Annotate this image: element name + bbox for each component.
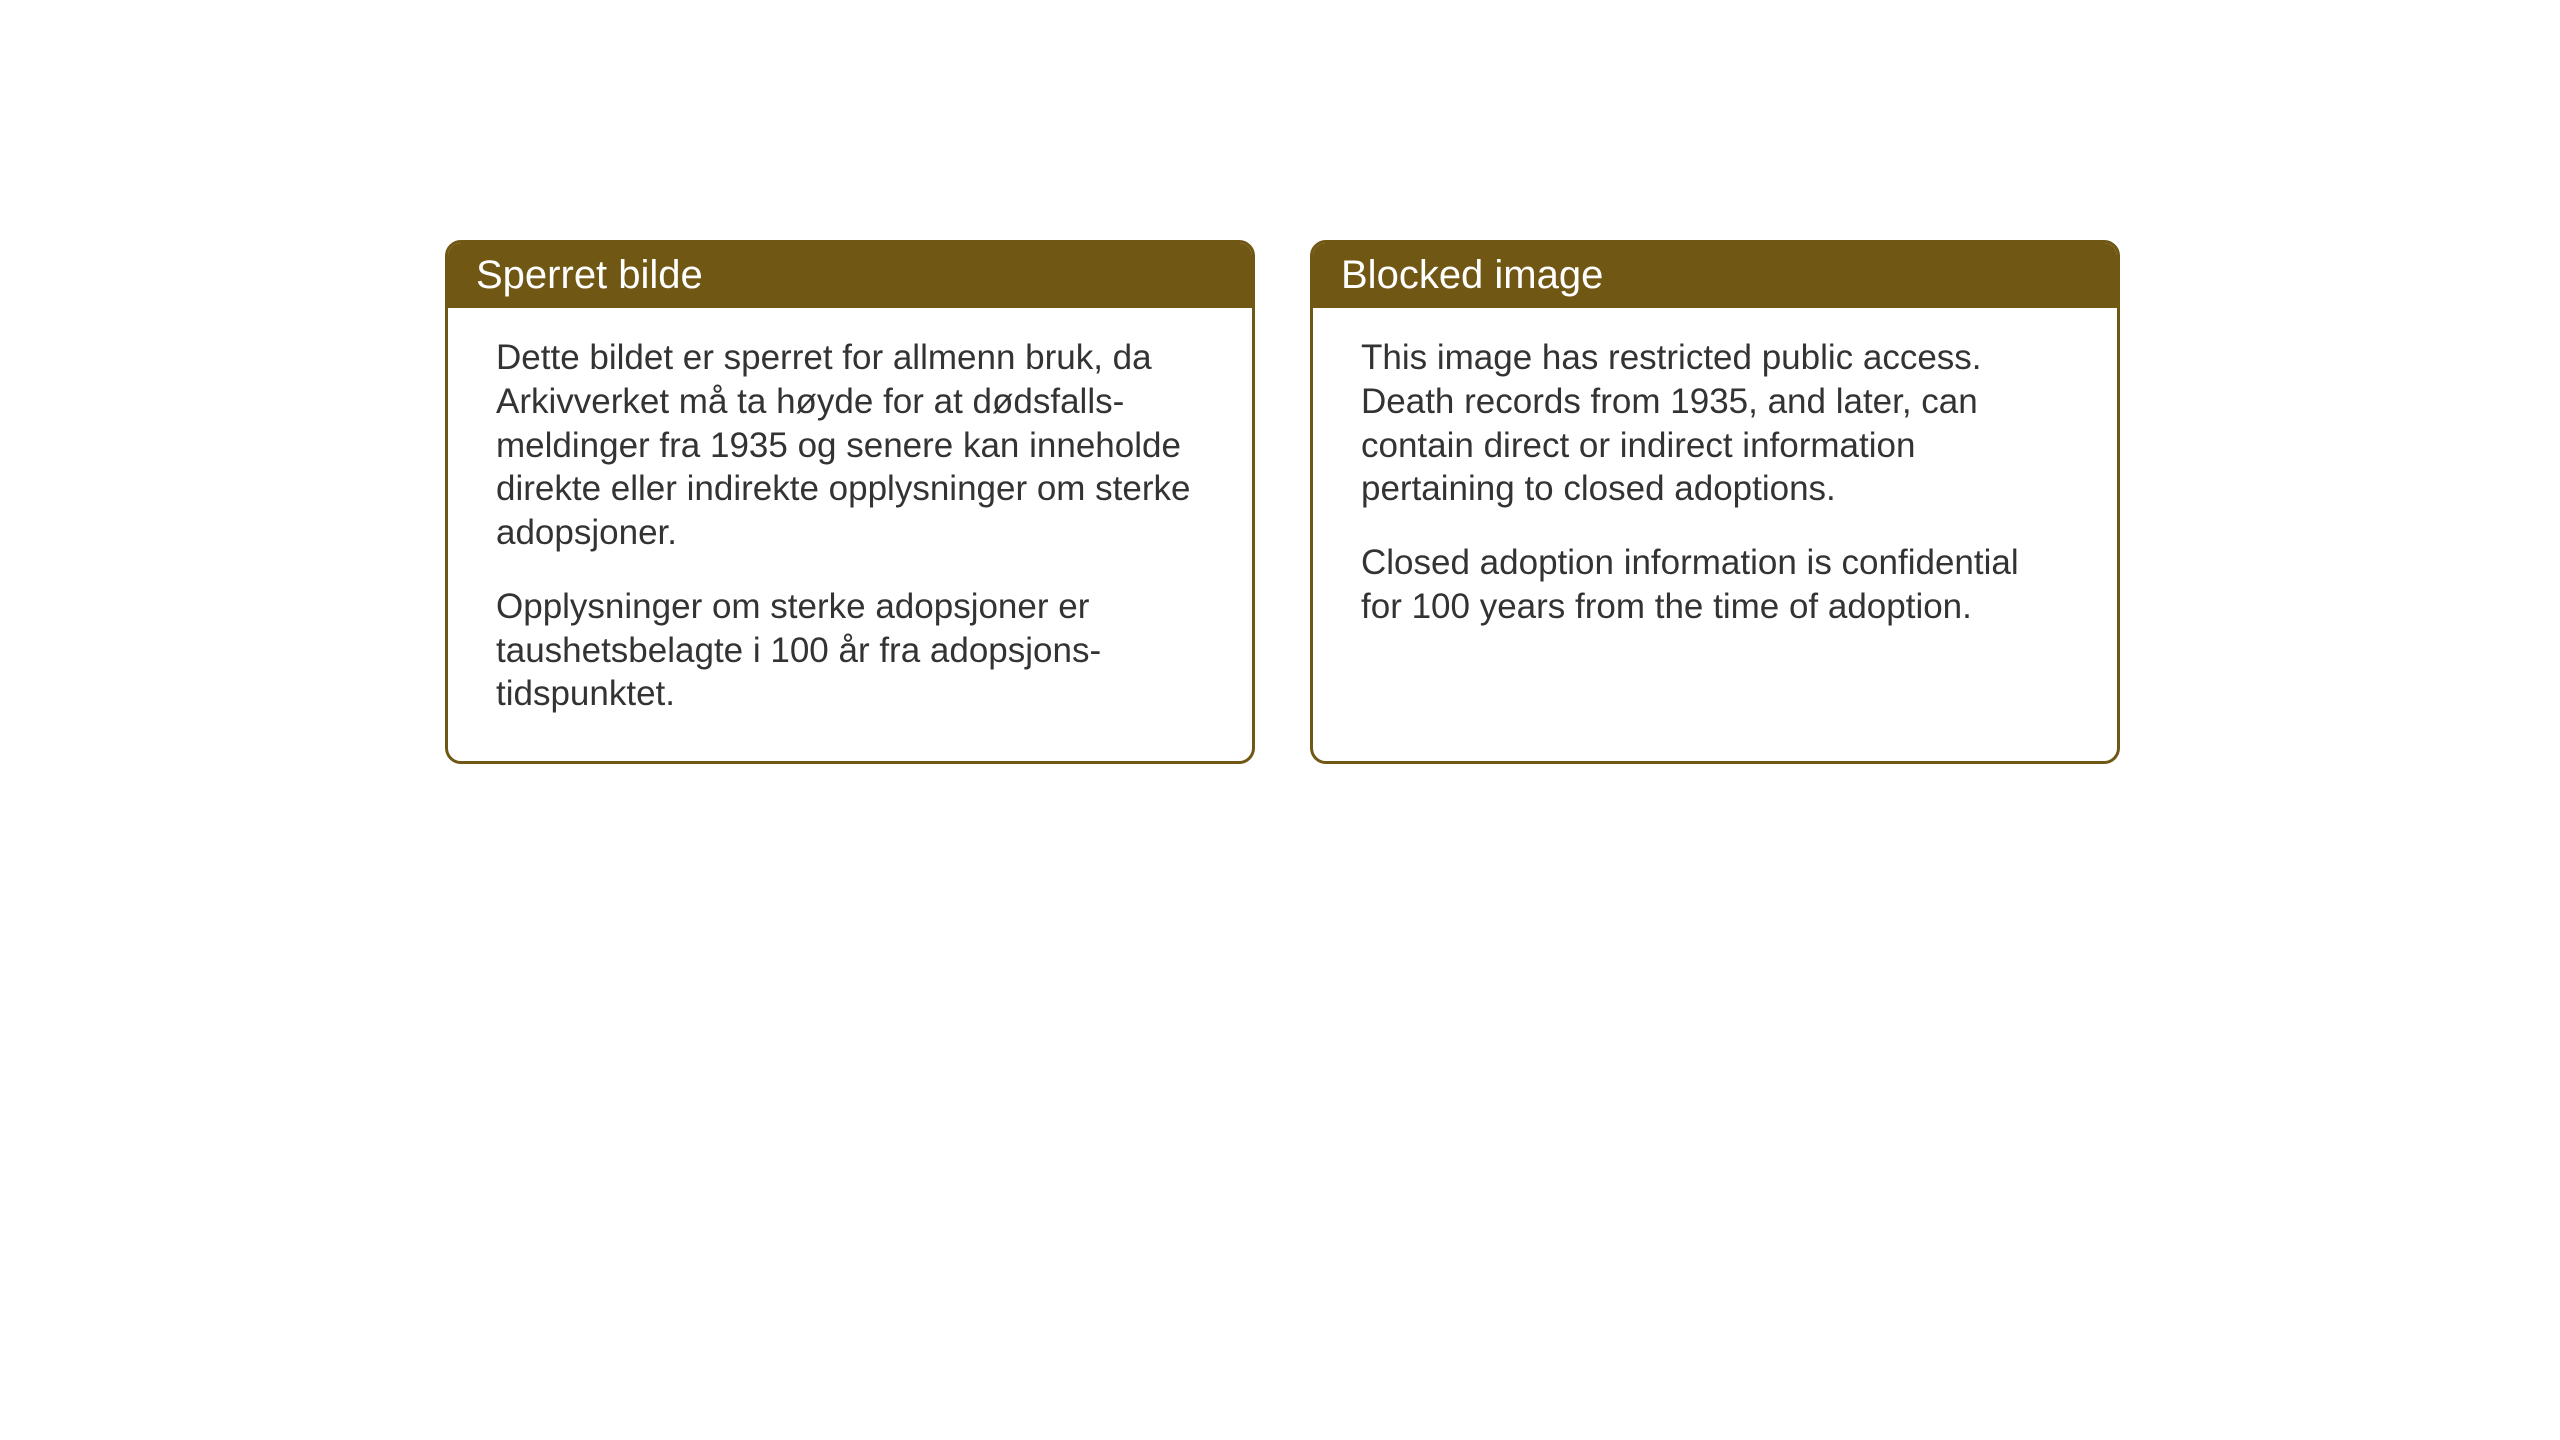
card-english: Blocked image This image has restricted … [1310, 240, 2120, 764]
card-english-header: Blocked image [1313, 243, 2117, 308]
card-norwegian-paragraph-2: Opplysninger om sterke adopsjoner er tau… [496, 585, 1204, 716]
cards-container: Sperret bilde Dette bildet er sperret fo… [445, 240, 2120, 764]
card-norwegian-header: Sperret bilde [448, 243, 1252, 308]
card-english-paragraph-1: This image has restricted public access.… [1361, 336, 2069, 511]
card-norwegian-body: Dette bildet er sperret for allmenn bruk… [448, 308, 1252, 761]
card-english-body: This image has restricted public access.… [1313, 308, 2117, 674]
card-norwegian-paragraph-1: Dette bildet er sperret for allmenn bruk… [496, 336, 1204, 555]
card-norwegian: Sperret bilde Dette bildet er sperret fo… [445, 240, 1255, 764]
card-english-paragraph-2: Closed adoption information is confident… [1361, 541, 2069, 629]
